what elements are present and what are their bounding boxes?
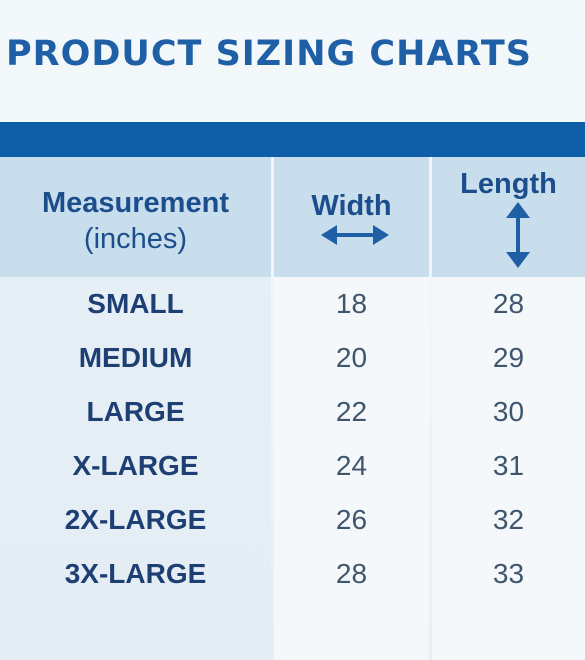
measurement-header-cell [0, 157, 271, 277]
title-divider-bar [0, 122, 585, 157]
length-value: 30 [492, 396, 525, 427]
width-value: 28 [335, 558, 368, 589]
page-title: PRODUCT SIZING CHARTS [6, 34, 532, 74]
sizing-table: Measurement (inches) Width Length SMALL … [0, 157, 585, 660]
width-value: 22 [335, 396, 368, 427]
length-value: 28 [492, 288, 525, 319]
measurement-header-label: Measurement [42, 187, 229, 219]
width-value: 26 [335, 504, 368, 535]
size-label: 2X-LARGE [64, 504, 207, 535]
length-value: 31 [492, 450, 525, 481]
width-value: 24 [335, 450, 368, 481]
length-value: 32 [492, 504, 525, 535]
width-header-cell [274, 157, 429, 277]
size-label: SMALL [87, 288, 184, 319]
length-value: 33 [492, 558, 525, 589]
length-value: 29 [492, 342, 525, 373]
horizontal-double-arrow-icon [321, 225, 389, 245]
size-label: LARGE [86, 396, 185, 427]
vertical-double-arrow-icon [506, 202, 530, 268]
size-label: 3X-LARGE [64, 558, 207, 589]
size-label: X-LARGE [72, 450, 199, 481]
width-value: 18 [335, 288, 368, 319]
size-label: MEDIUM [78, 342, 193, 373]
width-header-label: Width [311, 190, 392, 222]
measurement-header-unit: (inches) [83, 223, 188, 255]
width-value: 20 [335, 342, 368, 373]
length-header-label: Length [460, 168, 557, 200]
